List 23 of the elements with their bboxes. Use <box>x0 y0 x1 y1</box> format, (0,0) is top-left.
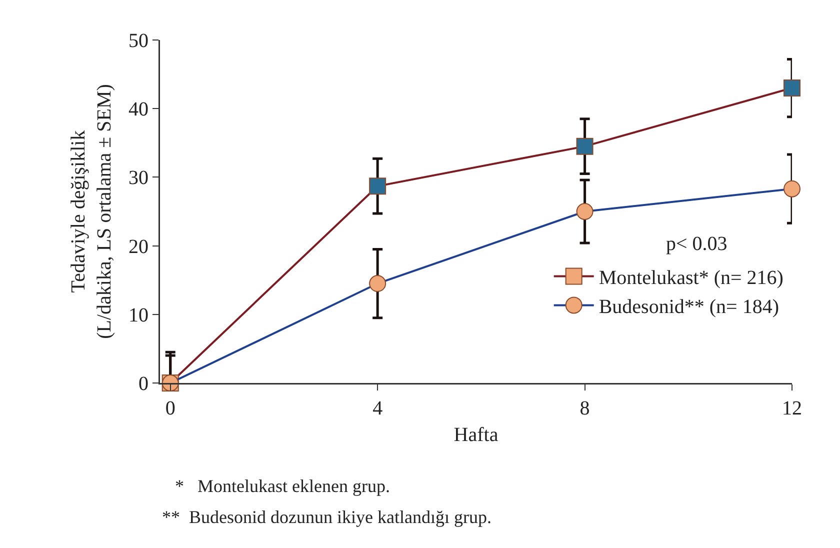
y-tick-label: 10 <box>128 304 148 326</box>
point <box>784 180 800 198</box>
y-axis-title: Tedaviyle değişiklik (L/dakika, LS ortalama ± SEM) <box>67 84 116 339</box>
legend-label: Budesonid** (n= 184) <box>598 296 779 318</box>
annotation: p< 0.03 <box>666 233 728 255</box>
y-tick-label: 0 <box>138 373 148 395</box>
x-tick-label: 0 <box>165 398 176 420</box>
point <box>576 138 594 155</box>
x-axis-title: Hafta <box>454 424 498 446</box>
text: ** Budesonid dozunun ikiye katlandığı grup. <box>162 507 492 527</box>
y-tick-label: 50 <box>128 30 148 52</box>
y-tick-label: 40 <box>128 98 148 121</box>
point <box>369 275 386 292</box>
legend-label: Montelukast* (n= 216) <box>598 266 784 289</box>
point <box>576 203 594 220</box>
text: * Montelukast eklenen grup. <box>175 476 390 496</box>
x-tick-label: 12 <box>782 398 802 420</box>
point <box>784 80 800 97</box>
x-tick-label: 8 <box>580 398 590 420</box>
y-tick-label: 30 <box>128 167 148 190</box>
x-tick-label: 4 <box>372 398 383 420</box>
point <box>369 178 386 195</box>
y-tick-label: 20 <box>128 236 148 258</box>
